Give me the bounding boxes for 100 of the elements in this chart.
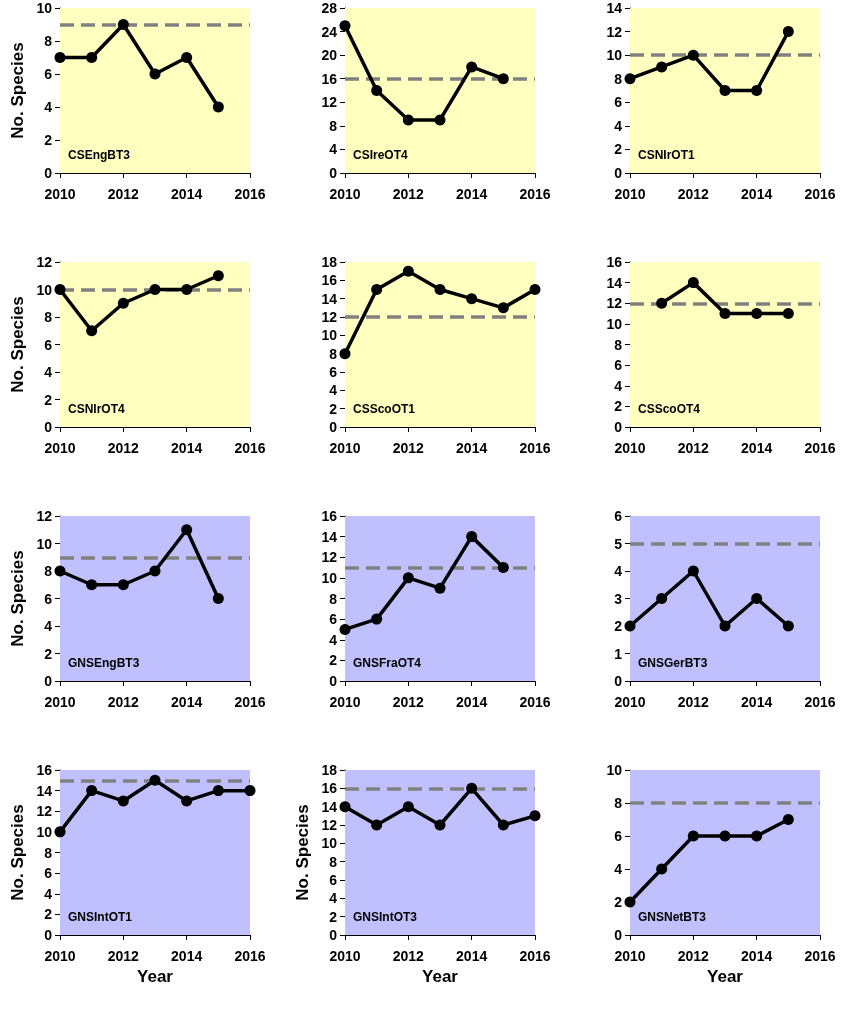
- point: [371, 85, 383, 96]
- point: [402, 265, 414, 277]
- y-tick-label: 10: [36, 535, 53, 552]
- y-tick-label: 6: [614, 94, 623, 111]
- y-tick-label: 8: [614, 70, 623, 87]
- point: [656, 863, 668, 875]
- point: [782, 814, 794, 825]
- point: [751, 830, 763, 842]
- y-axis-title: No. Species: [7, 42, 27, 139]
- annotation: GNSNetBT3: [638, 910, 707, 924]
- point: [687, 277, 699, 289]
- x-tick-label: 2014: [171, 948, 203, 964]
- x-tick-label: 2014: [741, 694, 773, 710]
- y-tick-label: 8: [329, 117, 338, 134]
- point: [656, 297, 668, 309]
- x-tick-label: 2012: [677, 948, 710, 964]
- point: [339, 623, 351, 635]
- y-tick-label: 14: [606, 274, 623, 291]
- point: [149, 774, 161, 786]
- y-tick-label: 6: [44, 590, 53, 607]
- point: [719, 85, 731, 96]
- point: [656, 593, 668, 604]
- y-tick-label: 0: [44, 419, 53, 435]
- point: [497, 302, 509, 314]
- point: [751, 85, 763, 96]
- x-tick-label: 2014: [456, 440, 488, 456]
- y-tick-label: 0: [329, 673, 338, 689]
- y-tick-label: 8: [44, 563, 53, 579]
- point: [86, 579, 98, 591]
- point: [244, 785, 256, 797]
- y-tick-label: 1: [614, 645, 623, 662]
- point: [466, 61, 478, 73]
- point: [466, 293, 478, 305]
- point: [782, 26, 794, 38]
- x-tick-label: 2016: [234, 186, 266, 202]
- x-tick-label: 2014: [456, 948, 488, 964]
- annotation: CSNIrOT4: [68, 402, 125, 416]
- y-tick-label: 4: [329, 141, 338, 158]
- annotation: GNSIntOT3: [353, 910, 418, 924]
- y-tick-label: 2: [329, 652, 338, 669]
- y-tick-label: 8: [329, 590, 338, 607]
- point: [54, 826, 66, 838]
- point: [181, 284, 193, 295]
- x-tick-label: 2010: [329, 694, 361, 710]
- y-tick-label: 2: [44, 132, 53, 148]
- x-tick-label: 2014: [171, 440, 203, 456]
- point: [339, 801, 351, 813]
- y-tick-label: 4: [44, 364, 53, 380]
- y-tick-label: 4: [329, 890, 338, 907]
- point: [497, 819, 509, 831]
- point: [339, 348, 351, 360]
- y-tick-label: 10: [321, 569, 338, 586]
- point: [751, 308, 763, 320]
- point: [54, 565, 66, 577]
- y-tick-label: 6: [614, 828, 623, 844]
- y-tick-label: 16: [321, 272, 338, 289]
- x-tick-label: 2010: [44, 694, 76, 710]
- x-tick-label: 2014: [456, 186, 488, 202]
- y-tick-label: 4: [614, 563, 623, 579]
- x-tick-label: 2014: [171, 186, 203, 202]
- x-tick-label: 2010: [44, 440, 76, 456]
- point: [212, 785, 224, 797]
- y-tick-label: 14: [321, 290, 338, 307]
- point: [719, 308, 731, 320]
- x-tick-label: 2016: [519, 440, 551, 456]
- y-tick-label: 12: [36, 508, 53, 524]
- y-tick-label: 4: [44, 618, 53, 634]
- y-tick-label: 10: [321, 835, 338, 852]
- x-tick-label: 2010: [614, 186, 646, 202]
- x-tick-label: 2012: [392, 694, 425, 710]
- point: [402, 801, 414, 813]
- point: [719, 620, 731, 632]
- y-axis-title: No. Species: [7, 550, 27, 647]
- point: [434, 819, 446, 831]
- y-tick-label: 14: [606, 0, 623, 16]
- y-tick-label: 8: [44, 844, 53, 861]
- y-tick-label: 4: [329, 382, 338, 399]
- x-tick-label: 2012: [107, 440, 140, 456]
- x-tick-label: 2016: [804, 948, 836, 964]
- point: [117, 19, 129, 30]
- y-tick-label: 16: [321, 508, 338, 524]
- point: [624, 620, 636, 632]
- y-tick-label: 12: [321, 94, 338, 111]
- y-tick-label: 10: [606, 47, 623, 64]
- x-tick-label: 2014: [171, 694, 203, 710]
- y-tick-label: 4: [614, 861, 623, 877]
- y-tick-label: 16: [36, 762, 53, 778]
- x-tick-label: 2012: [107, 948, 140, 964]
- y-tick-label: 12: [321, 549, 338, 566]
- point: [497, 562, 509, 574]
- x-tick-label: 2010: [329, 440, 361, 456]
- point: [371, 284, 383, 295]
- point: [212, 593, 224, 604]
- x-axis-title: Year: [137, 966, 174, 986]
- y-tick-label: 10: [606, 315, 623, 332]
- x-tick-label: 2014: [741, 186, 773, 202]
- y-tick-label: 8: [614, 795, 623, 811]
- point: [687, 830, 699, 842]
- x-tick-label: 2010: [44, 186, 76, 202]
- point: [54, 284, 66, 295]
